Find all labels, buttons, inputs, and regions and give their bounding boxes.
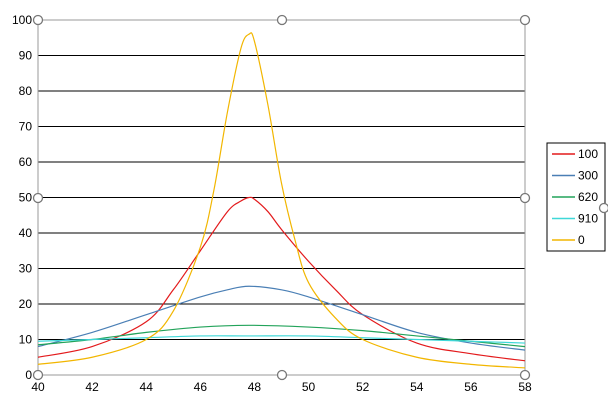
y-tick-label: 20 (19, 297, 33, 311)
legend-label: 0 (578, 233, 585, 247)
y-tick-label: 80 (19, 84, 33, 98)
resize-handle-bottom-middle[interactable] (276, 369, 288, 381)
x-tick-label: 48 (248, 380, 262, 394)
y-tick-label: 90 (19, 49, 33, 63)
y-tick-label: 40 (19, 226, 33, 240)
x-tick-label: 52 (356, 380, 370, 394)
legend-label: 300 (578, 169, 598, 183)
resize-handle-top-left[interactable] (32, 14, 44, 26)
y-axis-tick-labels: 0 10 20 30 40 50 60 70 80 90 100 (12, 13, 32, 382)
y-tick-label: 0 (25, 368, 32, 382)
legend-label: 620 (578, 190, 598, 204)
y-tick-label: 30 (19, 262, 33, 276)
resize-handle-bottom-right[interactable] (519, 369, 531, 381)
y-tick-label: 60 (19, 155, 33, 169)
x-tick-label: 42 (85, 380, 99, 394)
x-tick-label: 40 (31, 380, 45, 394)
x-tick-label: 56 (464, 380, 478, 394)
resize-handle-legend-edge[interactable] (598, 202, 608, 214)
x-tick-label: 50 (302, 380, 316, 394)
resize-handle-bottom-left[interactable] (32, 369, 44, 381)
series-line-300 (37, 285, 526, 351)
x-tick-label: 44 (140, 380, 154, 394)
resize-handle-top-right[interactable] (519, 14, 531, 26)
x-tick-label: 58 (518, 380, 532, 394)
x-axis-tick-labels: 40 42 44 46 48 50 52 54 56 58 (31, 380, 532, 394)
y-tick-label: 10 (19, 333, 33, 347)
y-tick-label: 100 (12, 13, 32, 27)
x-tick-label: 46 (194, 380, 208, 394)
y-tick-label: 50 (19, 191, 33, 205)
x-tick-label: 54 (410, 380, 424, 394)
legend-label: 100 (578, 147, 598, 161)
series-line-910 (37, 335, 526, 344)
series-lines (37, 32, 526, 369)
legend-label: 910 (578, 212, 598, 226)
resize-handle-top-middle[interactable] (276, 14, 288, 26)
legend: 100 300 620 910 0 (546, 142, 606, 252)
selection-handles (32, 14, 608, 381)
series-line-0 (37, 32, 526, 369)
y-tick-label: 70 (19, 120, 33, 134)
series-line-100 (37, 196, 526, 362)
resize-handle-middle-right[interactable] (519, 192, 531, 204)
series-line-620 (37, 324, 526, 348)
resize-handle-middle-left[interactable] (32, 192, 44, 204)
